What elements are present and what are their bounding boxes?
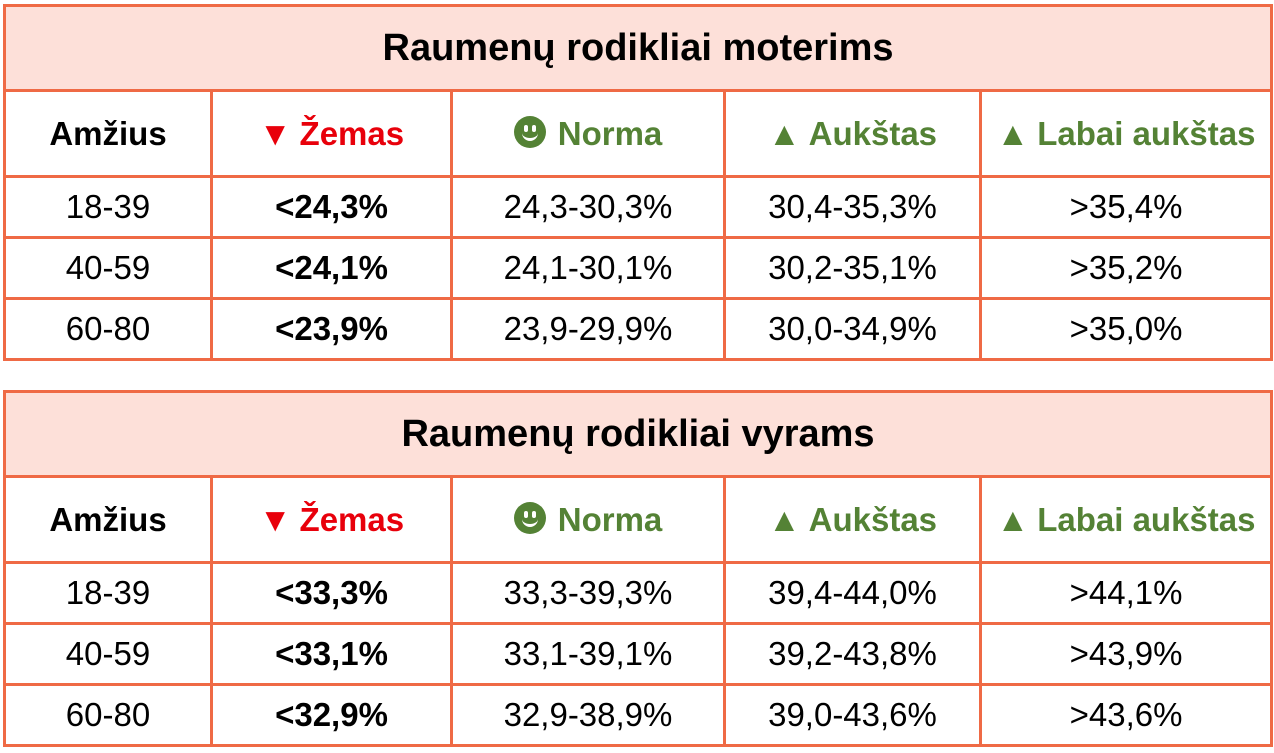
women-header-row: Amžius ▼ Žemas Norma ▲ Aukštas ▲ Labai aukš… [3, 89, 1274, 178]
low-header-label: Žemas [299, 500, 405, 538]
smiley-icon [513, 501, 546, 534]
high-cell: 30,0-34,9% [723, 297, 982, 361]
age-header: Amžius [3, 89, 213, 178]
men-muscle-table: Raumenų rodikliai vyrams Amžius ▼ Žemas N… [2, 390, 1274, 747]
table-row: 60-80 <32,9% 32,9-38,9% 39,0-43,6% >43,6… [3, 683, 1274, 747]
men-header-row: Amžius ▼ Žemas Norma ▲ Aukštas ▲ Labai aukš… [3, 475, 1274, 564]
normal-cell: 24,1-30,1% [450, 236, 726, 300]
low-cell: <24,3% [210, 175, 453, 239]
low-cell: <32,9% [210, 683, 453, 747]
age-cell: 18-39 [3, 561, 213, 625]
very-high-header: ▲ Labai aukštas [978, 475, 1274, 564]
table-row: 40-59 <24,1% 24,1-30,1% 30,2-35,1% >35,2… [3, 236, 1274, 300]
women-muscle-table: Raumenų rodikliai moterims Amžius ▼ Žemas… [2, 4, 1274, 361]
triangle-up-icon: ▲ [996, 500, 1030, 538]
normal-cell: 33,1-39,1% [450, 622, 726, 686]
low-cell: <24,1% [210, 236, 453, 300]
low-cell: <23,9% [210, 297, 453, 361]
normal-header: Norma [450, 475, 726, 564]
normal-header-label: Norma [557, 114, 663, 152]
very-high-cell: >35,2% [978, 236, 1274, 300]
very-high-cell: >43,9% [978, 622, 1274, 686]
triangle-up-icon: ▲ [996, 114, 1030, 152]
high-header: ▲ Aukštas [723, 89, 982, 178]
men-table-title: Raumenų rodikliai vyrams [2, 390, 1274, 478]
low-cell: <33,1% [210, 622, 453, 686]
normal-cell: 32,9-38,9% [450, 683, 726, 747]
low-header: ▼ Žemas [210, 89, 453, 178]
very-high-header: ▲ Labai aukštas [978, 89, 1274, 178]
women-table-title: Raumenų rodikliai moterims [2, 4, 1274, 92]
very-high-cell: >44,1% [978, 561, 1274, 625]
low-header-label: Žemas [299, 114, 405, 152]
triangle-down-icon: ▼ [258, 500, 292, 538]
triangle-up-icon: ▲ [767, 114, 801, 152]
very-high-cell: >35,4% [978, 175, 1274, 239]
very-high-cell: >35,0% [978, 297, 1274, 361]
high-header-label: Aukštas [808, 500, 938, 538]
normal-header: Norma [450, 89, 726, 178]
triangle-down-icon: ▼ [258, 114, 292, 152]
table-row: 18-39 <33,3% 33,3-39,3% 39,4-44,0% >44,1… [3, 561, 1274, 625]
very-high-header-label: Labai aukštas [1037, 114, 1256, 152]
high-header: ▲ Aukštas [723, 475, 982, 564]
high-cell: 39,2-43,8% [723, 622, 982, 686]
age-cell: 60-80 [3, 297, 213, 361]
age-header: Amžius [3, 475, 213, 564]
high-cell: 39,0-43,6% [723, 683, 982, 747]
age-cell: 40-59 [3, 622, 213, 686]
table-row: 60-80 <23,9% 23,9-29,9% 30,0-34,9% >35,0… [3, 297, 1274, 361]
high-cell: 30,2-35,1% [723, 236, 982, 300]
low-cell: <33,3% [210, 561, 453, 625]
normal-cell: 24,3-30,3% [450, 175, 726, 239]
age-cell: 60-80 [3, 683, 213, 747]
very-high-header-label: Labai aukštas [1037, 500, 1256, 538]
high-cell: 30,4-35,3% [723, 175, 982, 239]
normal-cell: 23,9-29,9% [450, 297, 726, 361]
table-row: 18-39 <24,3% 24,3-30,3% 30,4-35,3% >35,4… [3, 175, 1274, 239]
triangle-up-icon: ▲ [767, 500, 801, 538]
low-header: ▼ Žemas [210, 475, 453, 564]
age-cell: 18-39 [3, 175, 213, 239]
high-header-label: Aukštas [808, 114, 938, 152]
table-row: 40-59 <33,1% 33,1-39,1% 39,2-43,8% >43,9… [3, 622, 1274, 686]
smiley-icon [513, 115, 546, 148]
very-high-cell: >43,6% [978, 683, 1274, 747]
normal-header-label: Norma [557, 500, 663, 538]
normal-cell: 33,3-39,3% [450, 561, 726, 625]
age-cell: 40-59 [3, 236, 213, 300]
high-cell: 39,4-44,0% [723, 561, 982, 625]
